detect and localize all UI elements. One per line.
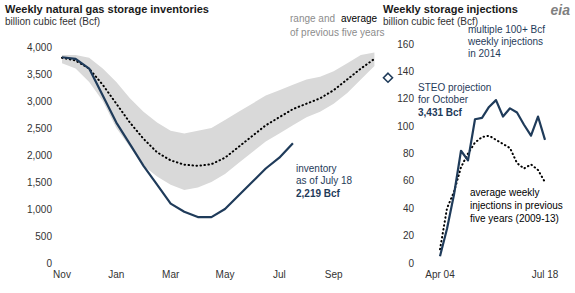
annotation: eia	[551, 2, 571, 18]
annotation: injections in previous	[470, 200, 563, 211]
x-tick-label: Sep	[325, 269, 343, 280]
average-line	[62, 58, 374, 166]
annotation: of previous five years	[290, 27, 385, 38]
plot-area	[62, 52, 393, 217]
chart-panel: Weekly natural gas storage inventoriesbi…	[5, 3, 491, 280]
annotation: in 2014	[468, 48, 501, 59]
projection-marker	[384, 73, 393, 82]
y-tick-label: 1,000	[27, 204, 52, 215]
annotation: 2,219 Bcf	[296, 188, 341, 199]
x-tick-label: Jul 18	[532, 269, 559, 280]
annotation: range and	[290, 13, 335, 24]
y-tick-label: 20	[403, 230, 415, 241]
y-tick-label: 3,000	[27, 96, 52, 107]
x-tick-label: Jul	[273, 269, 286, 280]
annotation: inventory	[296, 163, 337, 174]
annotation: average weekly	[470, 187, 539, 198]
x-tick-label: Mar	[162, 269, 180, 280]
annotation: multiple 100+ Bcf	[468, 24, 545, 35]
x-tick-label: Jan	[108, 269, 124, 280]
range-band	[62, 52, 374, 190]
average-line	[440, 136, 545, 250]
y-tick-label: 1,500	[27, 177, 52, 188]
series-line	[62, 57, 293, 217]
annotation: for October	[418, 94, 469, 105]
y-tick-label: 160	[397, 39, 414, 50]
y-tick-label: 3,500	[27, 69, 52, 80]
y-tick-label: 140	[397, 66, 414, 77]
y-tick-label: 500	[35, 231, 52, 242]
annotation: weekly injections	[467, 36, 543, 47]
annotation: five years (2009-13)	[470, 213, 559, 224]
y-tick-label: 4,000	[27, 42, 52, 53]
annotation: STEO projection	[418, 82, 491, 93]
annotation: average	[341, 13, 378, 24]
chart-title: Weekly storage injections	[383, 3, 518, 15]
x-tick-label: Nov	[53, 269, 71, 280]
y-tick-label: 100	[397, 121, 414, 132]
annotation: 3,431 Bcf	[418, 107, 463, 118]
x-tick-label: Apr 04	[425, 269, 455, 280]
chart-panel: Weekly storage injectionsbillion cubic f…	[383, 2, 570, 280]
y-tick-label: 40	[403, 203, 415, 214]
chart-subtitle: billion cubic feet (Bcf)	[5, 16, 100, 27]
annotation: as of July 18	[296, 175, 353, 186]
x-tick-label: May	[216, 269, 235, 280]
y-tick-label: 120	[397, 93, 414, 104]
plot-area	[440, 100, 545, 256]
chart-subtitle: billion cubic feet (Bcf)	[383, 16, 478, 27]
y-tick-label: 2,000	[27, 150, 52, 161]
series-line	[440, 100, 545, 256]
y-tick-label: 2,500	[27, 123, 52, 134]
y-tick-label: 60	[403, 175, 415, 186]
chart-root: Weekly natural gas storage inventoriesbi…	[0, 0, 575, 293]
y-tick-label: 0	[408, 258, 414, 269]
y-tick-label: 0	[46, 258, 52, 269]
y-tick-label: 80	[403, 148, 415, 159]
chart-title: Weekly natural gas storage inventories	[5, 3, 209, 15]
